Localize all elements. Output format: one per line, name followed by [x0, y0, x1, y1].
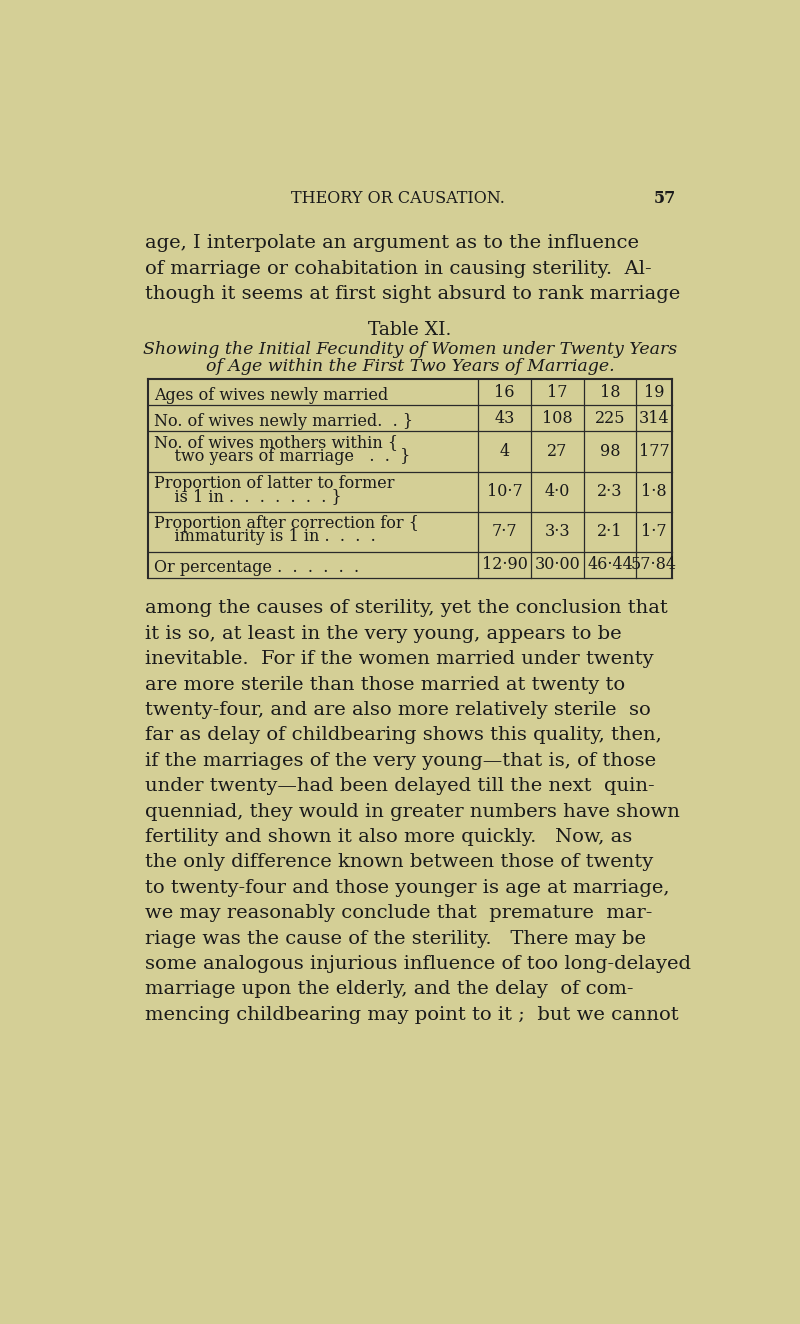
Text: Or percentage .  .  .  .  .  .: Or percentage . . . . . .: [154, 559, 359, 576]
Text: it is so, at least in the very young, appears to be: it is so, at least in the very young, ap…: [145, 625, 622, 642]
Text: 7·7: 7·7: [492, 523, 518, 540]
Text: to twenty-four and those younger is age at marriage,: to twenty-four and those younger is age …: [145, 879, 670, 896]
Text: 4: 4: [499, 444, 510, 459]
Text: Showing the Initial Fecundity of Women under Twenty Years: Showing the Initial Fecundity of Women u…: [143, 342, 677, 359]
Text: immaturity is 1 in .  .  .  .: immaturity is 1 in . . . .: [154, 528, 376, 545]
Text: inevitable.  For if the women married under twenty: inevitable. For if the women married und…: [145, 650, 654, 669]
Text: marriage upon the elderly, and the delay  of com-: marriage upon the elderly, and the delay…: [145, 981, 634, 998]
Text: 10·7: 10·7: [486, 483, 522, 500]
Text: quenniad, they would in greater numbers have shown: quenniad, they would in greater numbers …: [145, 802, 680, 821]
Text: age, I interpolate an argument as to the influence: age, I interpolate an argument as to the…: [145, 234, 639, 253]
Text: under twenty—had been delayed till the next  quin-: under twenty—had been delayed till the n…: [145, 777, 654, 796]
Text: 12·90: 12·90: [482, 556, 527, 573]
Text: mencing childbearing may point to it ;  but we cannot: mencing childbearing may point to it ; b…: [145, 1006, 678, 1023]
Text: twenty-four, and are also more relatively sterile  so: twenty-four, and are also more relativel…: [145, 700, 650, 719]
Text: some analogous injurious influence of too long-delayed: some analogous injurious influence of to…: [145, 955, 691, 973]
Text: if the marriages of the very young—that is, of those: if the marriages of the very young—that …: [145, 752, 656, 769]
Text: 3·3: 3·3: [545, 523, 570, 540]
Text: 30·00: 30·00: [534, 556, 580, 573]
Text: No. of wives mothers within {: No. of wives mothers within {: [154, 434, 398, 451]
Text: THEORY OR CAUSATION.: THEORY OR CAUSATION.: [291, 189, 506, 207]
Text: 18: 18: [600, 384, 620, 401]
Text: fertility and shown it also more quickly.   Now, as: fertility and shown it also more quickly…: [145, 828, 632, 846]
Text: 57: 57: [654, 189, 676, 207]
Text: 16: 16: [494, 384, 515, 401]
Text: 1·7: 1·7: [642, 523, 667, 540]
Text: No. of wives newly married.  . }: No. of wives newly married. . }: [154, 413, 414, 430]
Text: 2·1: 2·1: [597, 523, 622, 540]
Text: of marriage or cohabitation in causing sterility.  Al-: of marriage or cohabitation in causing s…: [145, 260, 651, 278]
Text: is 1 in .  .  .  .  .  .  . }: is 1 in . . . . . . . }: [154, 489, 342, 506]
Text: among the causes of sterility, yet the conclusion that: among the causes of sterility, yet the c…: [145, 600, 668, 617]
Text: riage was the cause of the sterility.   There may be: riage was the cause of the sterility. Th…: [145, 929, 646, 948]
Text: Table XI.: Table XI.: [368, 322, 452, 339]
Text: 2·3: 2·3: [597, 483, 622, 500]
Text: 98: 98: [600, 444, 620, 459]
Text: 19: 19: [644, 384, 664, 401]
Text: 27: 27: [547, 444, 567, 459]
Text: of Age within the First Two Years of Marriage.: of Age within the First Two Years of Mar…: [206, 357, 614, 375]
Text: 43: 43: [494, 410, 514, 426]
Text: we may reasonably conclude that  premature  mar-: we may reasonably conclude that prematur…: [145, 904, 652, 923]
Text: Proportion of latter to former: Proportion of latter to former: [154, 474, 394, 491]
Text: 17: 17: [547, 384, 567, 401]
Text: 4·0: 4·0: [545, 483, 570, 500]
Text: two years of marriage   .  .  }: two years of marriage . . }: [154, 449, 410, 466]
Text: far as delay of childbearing shows this quality, then,: far as delay of childbearing shows this …: [145, 727, 662, 744]
Text: 177: 177: [638, 444, 670, 459]
Text: 314: 314: [639, 410, 670, 426]
Text: 1·8: 1·8: [642, 483, 667, 500]
Text: 57·84: 57·84: [631, 556, 677, 573]
Text: Ages of wives newly married: Ages of wives newly married: [154, 387, 389, 404]
Text: Proportion after correction for {: Proportion after correction for {: [154, 515, 419, 532]
Text: 108: 108: [542, 410, 573, 426]
Text: though it seems at first sight absurd to rank marriage: though it seems at first sight absurd to…: [145, 285, 680, 303]
Text: are more sterile than those married at twenty to: are more sterile than those married at t…: [145, 675, 625, 694]
Text: the only difference known between those of twenty: the only difference known between those …: [145, 854, 654, 871]
Text: 46·44: 46·44: [587, 556, 633, 573]
Text: 225: 225: [594, 410, 626, 426]
